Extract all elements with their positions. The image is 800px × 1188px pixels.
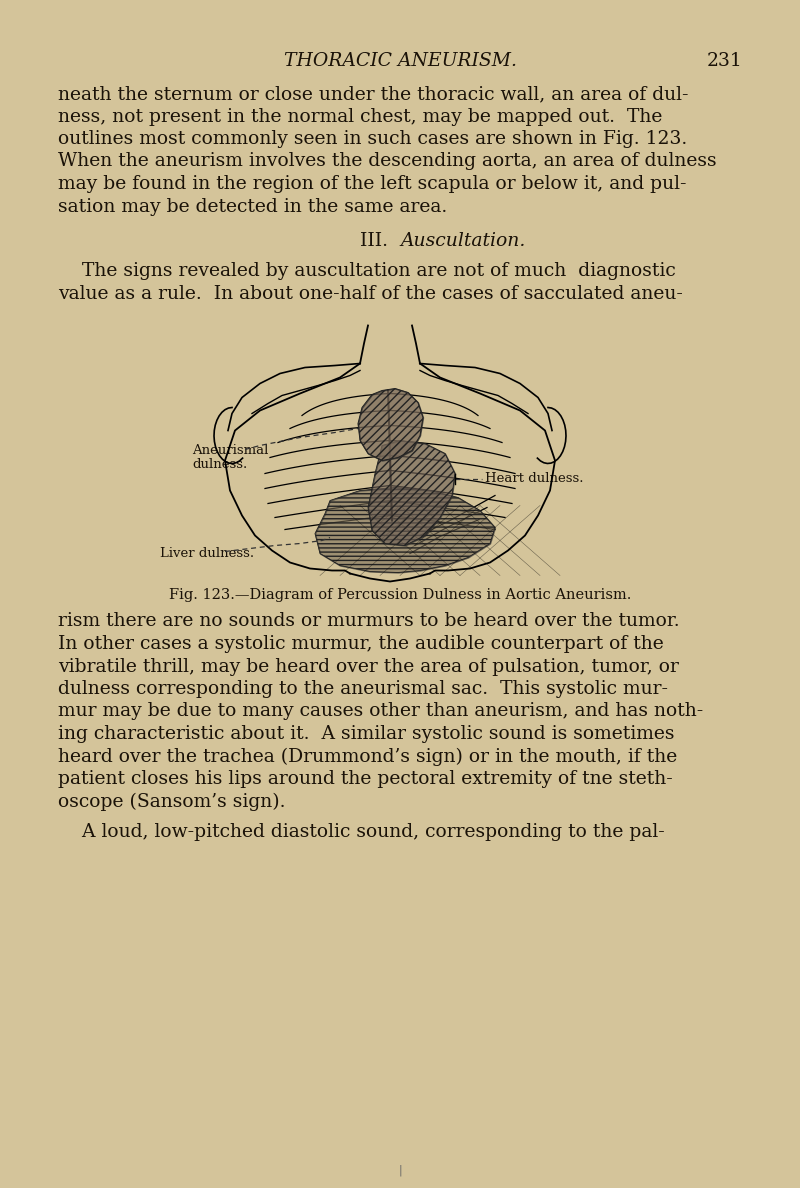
Text: Liver dulness.: Liver dulness. bbox=[160, 546, 254, 560]
Text: 231: 231 bbox=[706, 52, 742, 70]
Text: mur may be due to many causes other than aneurism, and has noth-: mur may be due to many causes other than… bbox=[58, 702, 703, 720]
Text: rism there are no sounds or murmurs to be heard over the tumor.: rism there are no sounds or murmurs to b… bbox=[58, 613, 680, 631]
Text: ing characteristic about it.  A similar systolic sound is sometimes: ing characteristic about it. A similar s… bbox=[58, 725, 674, 742]
Text: may be found in the region of the left scapula or below it, and pul-: may be found in the region of the left s… bbox=[58, 175, 686, 192]
Text: patient closes his lips around the pectoral extremity of tne steth-: patient closes his lips around the pecto… bbox=[58, 770, 673, 788]
Text: neath the sternum or close under the thoracic wall, an area of dul-: neath the sternum or close under the tho… bbox=[58, 86, 689, 103]
Text: In other cases a systolic murmur, the audible counterpart of the: In other cases a systolic murmur, the au… bbox=[58, 636, 664, 653]
Text: Auscultation.: Auscultation. bbox=[400, 232, 526, 249]
Text: THORACIC ANEURISM.: THORACIC ANEURISM. bbox=[283, 52, 517, 70]
Text: oscope (Sansom’s sign).: oscope (Sansom’s sign). bbox=[58, 792, 286, 810]
Text: dulness.: dulness. bbox=[192, 457, 247, 470]
Text: value as a rule.  In about one-half of the cases of sacculated aneu-: value as a rule. In about one-half of th… bbox=[58, 285, 683, 303]
Text: Aneurismal: Aneurismal bbox=[192, 443, 268, 456]
Text: dulness corresponding to the aneurismal sac.  This systolic mur-: dulness corresponding to the aneurismal … bbox=[58, 680, 668, 699]
Text: vibratile thrill, may be heard over the area of pulsation, tumor, or: vibratile thrill, may be heard over the … bbox=[58, 657, 679, 676]
Text: Heart dulness.: Heart dulness. bbox=[485, 472, 583, 485]
Text: |: | bbox=[398, 1165, 402, 1176]
Text: heard over the trachea (Drummond’s sign) or in the mouth, if the: heard over the trachea (Drummond’s sign)… bbox=[58, 747, 678, 766]
Text: ness, not present in the normal chest, may be mapped out.  The: ness, not present in the normal chest, m… bbox=[58, 107, 662, 126]
Text: outlines most commonly seen in such cases are shown in Fig. 123.: outlines most commonly seen in such case… bbox=[58, 129, 687, 148]
Text: When the aneurism involves the descending aorta, an area of dulness: When the aneurism involves the descendin… bbox=[58, 152, 717, 171]
Text: Fig. 123.—Diagram of Percussion Dulness in Aortic Aneurism.: Fig. 123.—Diagram of Percussion Dulness … bbox=[169, 588, 631, 602]
Text: sation may be detected in the same area.: sation may be detected in the same area. bbox=[58, 197, 447, 215]
Text: A loud, low-pitched diastolic sound, corresponding to the pal-: A loud, low-pitched diastolic sound, cor… bbox=[58, 823, 665, 841]
Text: III.: III. bbox=[360, 232, 400, 249]
Text: The signs revealed by auscultation are not of much  diagnostic: The signs revealed by auscultation are n… bbox=[58, 263, 676, 280]
